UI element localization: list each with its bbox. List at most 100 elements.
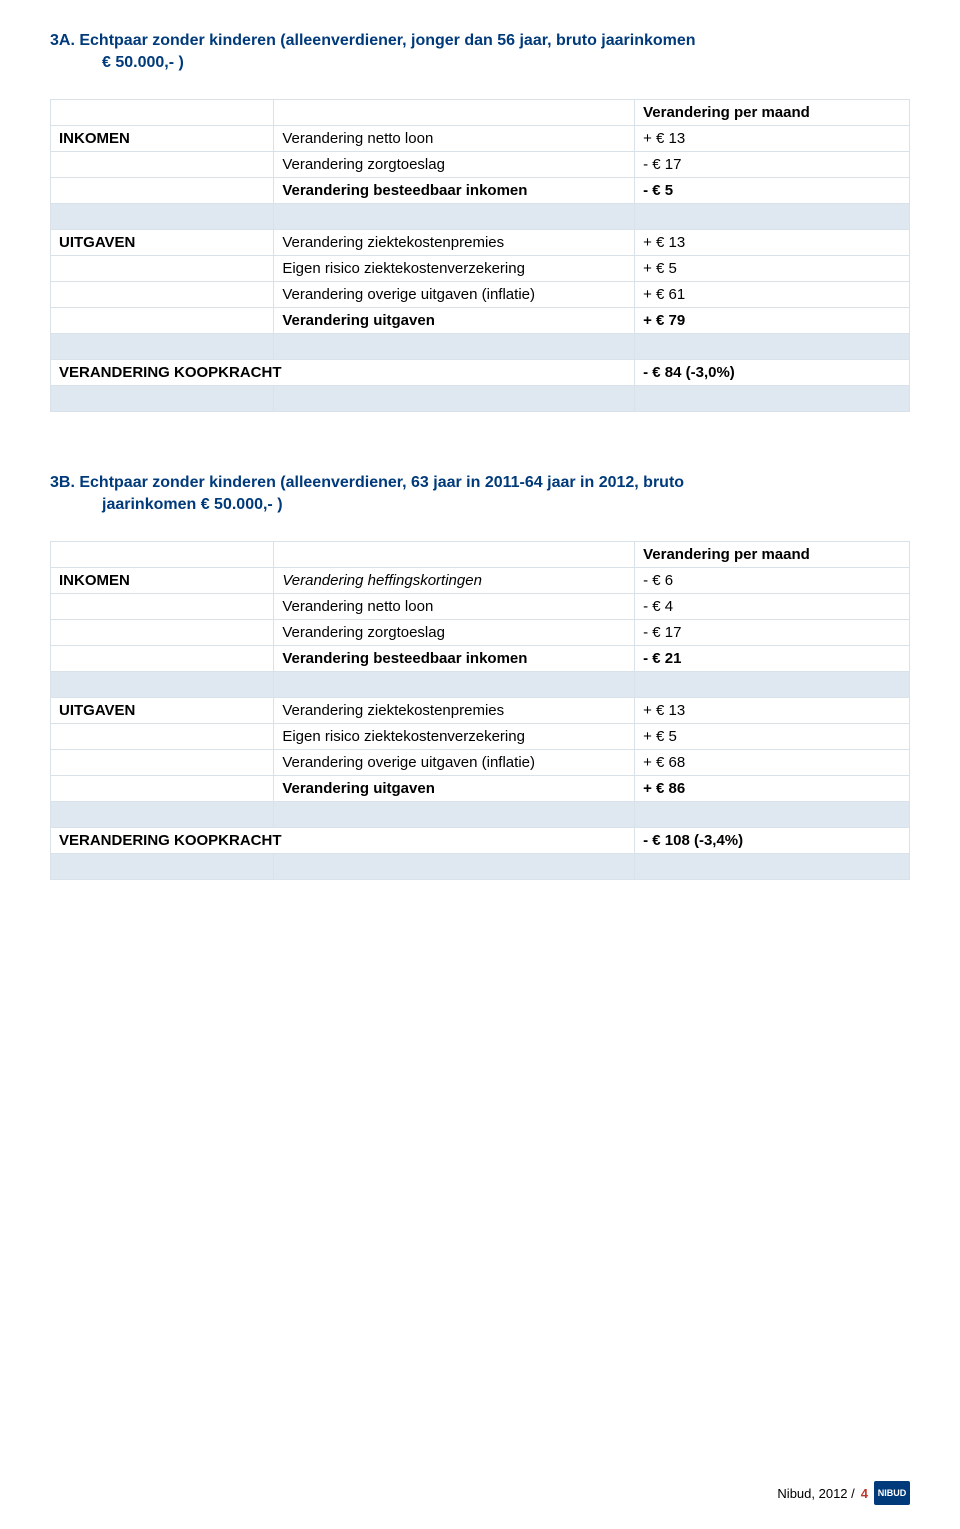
cell-empty	[51, 307, 274, 333]
cell-empty	[51, 151, 274, 177]
cell-empty	[51, 619, 274, 645]
table-row: Verandering overige uitgaven (inflatie)+…	[51, 281, 910, 307]
cell-empty	[274, 541, 635, 567]
cell-description: Verandering besteedbaar inkomen	[274, 177, 635, 203]
table-row: VERANDERING KOOPKRACHT- € 84 (-3,0%)	[51, 359, 910, 385]
cell-empty	[274, 99, 635, 125]
nibud-logo-icon: NIBUD	[874, 1481, 910, 1505]
table-3a: Verandering per maand INKOMENVerandering…	[50, 99, 910, 412]
cell-value: - € 84 (-3,0%)	[635, 359, 910, 385]
cell-value: - € 108 (-3,4%)	[635, 827, 910, 853]
table-row: Verandering uitgaven+ € 79	[51, 307, 910, 333]
cell-empty	[274, 333, 635, 359]
cell-header-right: Verandering per maand	[635, 99, 910, 125]
cell-section-label: INKOMEN	[51, 567, 274, 593]
cell-empty	[51, 203, 274, 229]
cell-description: Eigen risico ziektekostenverzekering	[274, 723, 635, 749]
table-row: UITGAVENVerandering ziektekostenpremies+…	[51, 229, 910, 255]
cell-value: + € 5	[635, 723, 910, 749]
cell-description: Verandering zorgtoeslag	[274, 151, 635, 177]
cell-value: + € 13	[635, 125, 910, 151]
cell-empty	[274, 801, 635, 827]
table-row	[51, 333, 910, 359]
cell-description: Verandering uitgaven	[274, 307, 635, 333]
cell-description: Verandering overige uitgaven (inflatie)	[274, 749, 635, 775]
section-3a-title-line2: € 50.000,- )	[102, 54, 184, 71]
section-3b-title-line1: 3B. Echtpaar zonder kinderen (alleenverd…	[50, 474, 684, 491]
cell-empty	[635, 801, 910, 827]
footer-label: Nibud, 2012 /	[777, 1486, 854, 1501]
cell-empty	[51, 853, 274, 879]
cell-empty	[635, 333, 910, 359]
cell-description: Eigen risico ziektekostenverzekering	[274, 255, 635, 281]
table-row: Verandering netto loon- € 4	[51, 593, 910, 619]
table-row: Verandering besteedbaar inkomen- € 5	[51, 177, 910, 203]
table-row: Verandering uitgaven+ € 86	[51, 775, 910, 801]
cell-empty	[635, 853, 910, 879]
cell-empty	[51, 749, 274, 775]
table-row: Verandering per maand	[51, 99, 910, 125]
table-row	[51, 671, 910, 697]
table-row	[51, 853, 910, 879]
cell-description: Verandering heffingskortingen	[274, 567, 635, 593]
footer-page-number: 4	[861, 1486, 868, 1501]
cell-empty	[51, 775, 274, 801]
cell-empty	[51, 177, 274, 203]
cell-empty	[274, 671, 635, 697]
cell-value: - € 5	[635, 177, 910, 203]
cell-description: Verandering overige uitgaven (inflatie)	[274, 281, 635, 307]
table-row: INKOMENVerandering netto loon+ € 13	[51, 125, 910, 151]
cell-label: VERANDERING KOOPKRACHT	[51, 359, 635, 385]
table-row	[51, 385, 910, 411]
cell-description: Verandering besteedbaar inkomen	[274, 645, 635, 671]
table-3b: Verandering per maand INKOMENVerandering…	[50, 541, 910, 880]
cell-empty	[635, 671, 910, 697]
cell-value: + € 13	[635, 697, 910, 723]
cell-empty	[274, 853, 635, 879]
cell-empty	[51, 801, 274, 827]
cell-value: - € 21	[635, 645, 910, 671]
section-3b-title-line2: jaarinkomen € 50.000,- )	[102, 496, 283, 513]
cell-value: + € 86	[635, 775, 910, 801]
table-row: Verandering zorgtoeslag- € 17	[51, 619, 910, 645]
cell-empty	[51, 281, 274, 307]
table-3b-body: INKOMENVerandering heffingskortingen- € …	[51, 567, 910, 879]
table-row: VERANDERING KOOPKRACHT- € 108 (-3,4%)	[51, 827, 910, 853]
cell-empty	[274, 385, 635, 411]
table-row: INKOMENVerandering heffingskortingen- € …	[51, 567, 910, 593]
table-row: Verandering overige uitgaven (inflatie)+…	[51, 749, 910, 775]
cell-empty	[51, 385, 274, 411]
page: 3A. Echtpaar zonder kinderen (alleenverd…	[0, 0, 960, 1529]
cell-empty	[274, 203, 635, 229]
cell-section-label: UITGAVEN	[51, 697, 274, 723]
cell-empty	[51, 255, 274, 281]
table-row: Verandering per maand	[51, 541, 910, 567]
cell-description: Verandering ziektekostenpremies	[274, 229, 635, 255]
table-row: Eigen risico ziektekostenverzekering+ € …	[51, 255, 910, 281]
cell-empty	[51, 723, 274, 749]
cell-empty	[51, 593, 274, 619]
cell-value: - € 6	[635, 567, 910, 593]
cell-value: + € 68	[635, 749, 910, 775]
cell-label: VERANDERING KOOPKRACHT	[51, 827, 635, 853]
cell-empty	[635, 385, 910, 411]
cell-value: - € 17	[635, 619, 910, 645]
section-3b-title: 3B. Echtpaar zonder kinderen (alleenverd…	[50, 472, 910, 517]
cell-header-right: Verandering per maand	[635, 541, 910, 567]
cell-value: - € 17	[635, 151, 910, 177]
cell-empty	[51, 645, 274, 671]
cell-empty	[51, 671, 274, 697]
cell-empty	[51, 333, 274, 359]
cell-empty	[51, 99, 274, 125]
table-row: Eigen risico ziektekostenverzekering+ € …	[51, 723, 910, 749]
cell-description: Verandering uitgaven	[274, 775, 635, 801]
cell-value: + € 79	[635, 307, 910, 333]
table-row	[51, 203, 910, 229]
section-3a-title: 3A. Echtpaar zonder kinderen (alleenverd…	[50, 30, 910, 75]
cell-description: Verandering ziektekostenpremies	[274, 697, 635, 723]
table-row	[51, 801, 910, 827]
table-3a-body: INKOMENVerandering netto loon+ € 13Veran…	[51, 125, 910, 411]
table-row: Verandering besteedbaar inkomen- € 21	[51, 645, 910, 671]
table-row: Verandering zorgtoeslag- € 17	[51, 151, 910, 177]
table-row: UITGAVENVerandering ziektekostenpremies+…	[51, 697, 910, 723]
